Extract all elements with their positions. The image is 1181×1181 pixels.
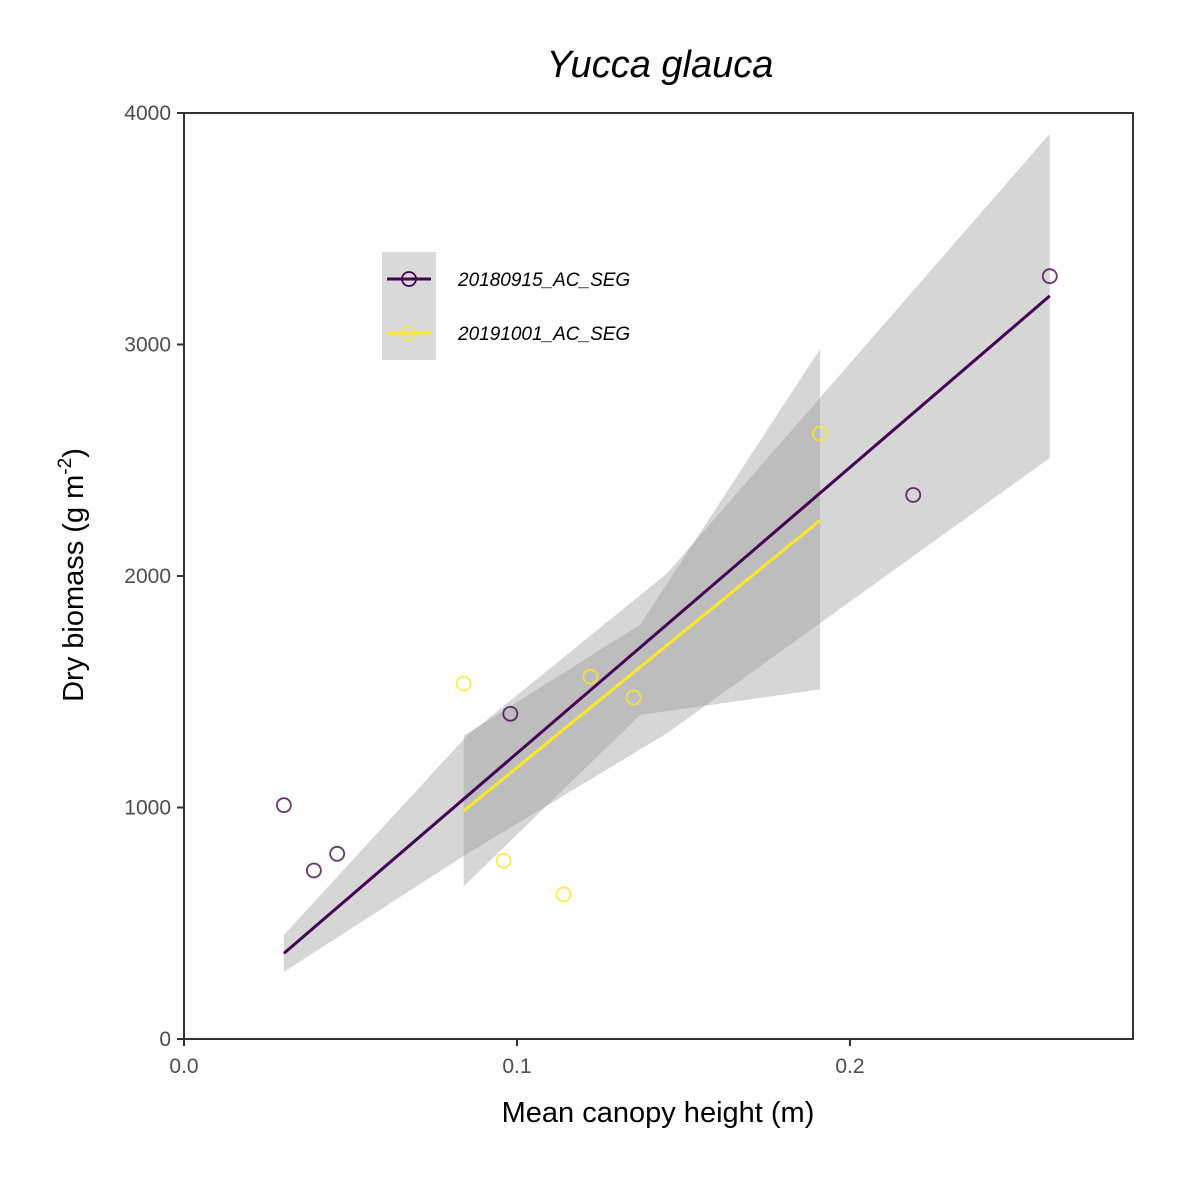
y-tick-label-4000: 4000 [124,102,171,125]
y-axis-title-superscript: -2 [55,458,76,475]
x-axis-title: Mean canopy height (m) [502,1097,815,1129]
point-series-2-1 [455,675,472,692]
chart-title: Yucca glauca [547,44,774,86]
point-series-1-2 [305,862,322,879]
point-series-2-6 [812,425,828,442]
confidence-bands [283,133,1050,972]
fit-lines [282,294,1051,955]
point-series-1-4 [502,705,519,722]
point-series-1-5 [905,487,922,503]
x-tick-label-0.2: 0.2 [835,1055,864,1078]
y-axis-title: Dry biomass (g m-2) [55,448,90,702]
point-series-2-4 [582,668,599,685]
legend-label-series-1: 20180915_AC_SEG [457,270,630,291]
y-axis: 0 1000 2000 3000 4000 [124,102,184,1051]
confidence-band-series-2 [463,349,820,887]
x-tick-label-0.1: 0.1 [502,1055,531,1078]
legend: 20180915_AC_SEG 20191001_AC_SEG [382,252,630,360]
point-series-2-2 [495,852,512,869]
legend-key-background [382,252,436,360]
legend-key-point-series-1 [401,271,417,287]
y-axis-title-main: Dry biomass (g m [58,475,90,702]
y-axis-title-close: ) [58,448,90,458]
x-tick-label-0: 0.0 [169,1055,198,1078]
point-series-1-6 [1041,268,1058,285]
y-tick-label-2000: 2000 [124,565,171,588]
point-series-2-3 [555,886,572,903]
y-tick-label-3000: 3000 [124,334,171,357]
y-tick-label-1000: 1000 [124,797,171,820]
x-axis: 0.0 0.1 0.2 [169,1039,865,1078]
point-series-1-3 [329,845,346,862]
point-series-2-5 [625,689,642,706]
y-tick-label-0: 0 [159,1028,171,1051]
data-points [275,268,1058,903]
legend-label-series-2: 20191001_AC_SEG [457,324,630,345]
fit-line-series-2 [462,519,821,813]
legend-key-point-series-2 [401,325,417,341]
confidence-band-series-1 [283,133,1050,972]
fit-line-series-1 [282,294,1051,955]
point-series-1-1 [275,797,292,814]
